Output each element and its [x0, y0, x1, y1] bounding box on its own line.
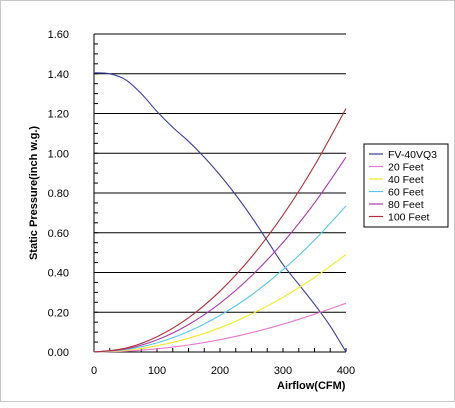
- legend-entry: 60 Feet: [388, 187, 424, 199]
- x-tick-label: 400: [337, 365, 355, 377]
- x-tick-label: 200: [211, 365, 229, 377]
- legend-entry: 20 Feet: [388, 162, 424, 174]
- series-line-1: [93, 302, 347, 353]
- y-tick-label: 0.80: [48, 188, 69, 200]
- x-tick-label: 0: [91, 365, 97, 377]
- y-tick-label: 0.40: [48, 268, 69, 280]
- x-tick-label: 100: [148, 365, 166, 377]
- series-line-5: [93, 108, 347, 353]
- y-tick-label: 0.00: [48, 347, 69, 359]
- x-axis-label: Airflow(CFM): [277, 380, 346, 392]
- legend-entry: 80 Feet: [388, 199, 424, 211]
- series-line-4: [93, 156, 347, 353]
- x-tick-label: 300: [274, 365, 292, 377]
- series-line-2: [93, 254, 347, 353]
- legend-entry: 40 Feet: [388, 174, 424, 186]
- y-axis-label: Static Pressure(inch w.g.): [28, 126, 40, 260]
- axes: [93, 33, 347, 353]
- y-tick-labels: 0.00 0.20 0.40 0.60 0.80 1.00 1.20 1.40 1.60: [48, 29, 69, 359]
- legend-entry: FV-40VQ3: [388, 149, 437, 161]
- y-tick-label: 1.00: [48, 148, 69, 160]
- series-lines: [93, 72, 347, 353]
- y-tick-label: 1.40: [48, 69, 69, 81]
- x-tick-labels: 0 100 200 300 400: [91, 365, 355, 377]
- legend-entry: 100 Feet: [388, 212, 430, 224]
- series-line-3: [93, 205, 347, 353]
- y-tick-label: 0.60: [48, 228, 69, 240]
- y-tick-label: 1.20: [48, 109, 69, 121]
- series-line-0: [93, 72, 347, 353]
- y-tick-label: 1.60: [48, 29, 69, 41]
- y-tick-label: 0.20: [48, 307, 69, 319]
- legend-box: [363, 143, 449, 228]
